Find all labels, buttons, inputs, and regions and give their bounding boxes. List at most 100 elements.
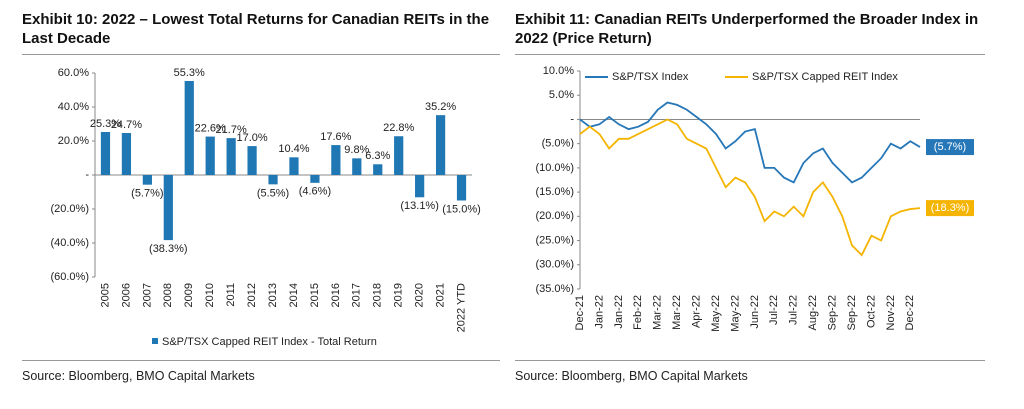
x-tick-label: Nov-22	[885, 295, 897, 330]
x-tick-label: Sep-22	[826, 295, 838, 330]
x-tick-label: 2017	[351, 283, 363, 307]
y-tick-label: 10.0%	[543, 65, 574, 77]
value-label: 55.3%	[174, 67, 205, 79]
value-label: 9.8%	[344, 144, 369, 156]
bar	[394, 136, 404, 175]
y-tick-label: 60.0%	[58, 67, 89, 79]
x-tick-label: Jan-22	[613, 295, 625, 329]
end-label: (18.3%)	[931, 202, 970, 214]
x-tick-label: 2013	[267, 283, 279, 307]
value-label: 22.6%	[195, 122, 226, 134]
x-tick-label: 2012	[246, 283, 258, 307]
value-label: (38.3%)	[149, 243, 188, 255]
legend-label: S&P/TSX Capped REIT Index - Total Return	[162, 336, 377, 348]
value-label: (5.7%)	[131, 188, 163, 200]
bar	[373, 164, 383, 175]
x-tick-label: 2008	[162, 283, 174, 307]
value-label: (13.1%)	[400, 200, 439, 212]
x-tick-label: Sep-22	[846, 295, 858, 330]
x-tick-label: 2014	[288, 283, 300, 307]
y-tick-label: (5.0%)	[542, 138, 574, 150]
bar	[289, 157, 299, 175]
chart: 10.0% 5.0% - (5.0%) (10.0%) (15.0%) (20.0%) (25…	[535, 65, 974, 332]
end-label-box	[926, 200, 974, 217]
y-tick-label: (20.0%)	[535, 210, 574, 222]
x-tick-label: 2021	[434, 283, 446, 307]
legend-swatch	[152, 338, 158, 344]
value-label: 21.7%	[216, 124, 247, 136]
bar	[163, 175, 173, 241]
x-tick-label: Feb-22	[632, 295, 644, 330]
value-label: 25.3%	[90, 118, 121, 130]
source: Source: Bloomberg, BMO Capital Markets	[515, 360, 985, 383]
x-tick-label: 2006	[120, 283, 132, 307]
x-tick-label: Jul-22	[788, 295, 800, 325]
bar	[121, 133, 132, 175]
x-tick-label: Aug-22	[807, 295, 819, 330]
end-label: (5.7%)	[934, 141, 966, 153]
y-tick-label: (60.0%)	[50, 271, 89, 283]
y-tick-label: 40.0%	[58, 101, 89, 113]
bar	[456, 175, 467, 201]
x-tick-label: 2018	[372, 283, 384, 307]
x-tick-label: Jan-22	[593, 295, 605, 329]
y-tick-label: 20.0%	[58, 135, 89, 147]
chart-title: Exhibit 11: Canadian REITs Underperforme…	[515, 0, 985, 55]
x-tick-label: 2019	[393, 283, 405, 307]
x-tick-label: May-22	[729, 295, 741, 332]
panel-right: Exhibit 11: Canadian REITs Underperforme…	[515, 0, 985, 383]
legend-label: S&P/TSX Index	[612, 71, 689, 83]
x-tick-label: 2009	[183, 283, 195, 307]
bar	[331, 145, 341, 175]
chart-title: Exhibit 10: 2022 – Lowest Total Returns …	[22, 0, 500, 55]
line	[579, 118, 921, 257]
value-label: (5.5%)	[257, 187, 289, 199]
x-tick-label: Dec-21	[574, 295, 586, 330]
x-tick-label: Jul-22	[768, 295, 780, 325]
y-tick-label: (25.0%)	[535, 234, 574, 246]
legend-label: S&P/TSX Capped REIT Index	[752, 71, 898, 83]
x-tick-label: Mar-22	[652, 295, 664, 330]
bar	[184, 80, 194, 175]
y-tick-label: (20.0%)	[50, 203, 89, 215]
bar	[268, 175, 278, 185]
x-tick-label: May-22	[710, 295, 722, 332]
x-tick-label: Apr-22	[690, 295, 702, 328]
x-tick-label: 2020	[414, 283, 426, 307]
bar	[352, 158, 362, 175]
value-label: 24.7%	[111, 119, 142, 131]
x-tick-label: 2005	[99, 283, 111, 307]
x-tick-label: Mar-22	[671, 295, 683, 330]
x-tick-label: 2015	[309, 283, 321, 307]
x-tick-label: 2010	[204, 283, 216, 307]
value-label: 35.2%	[425, 101, 456, 113]
bar	[310, 175, 320, 183]
y-tick-label: (30.0%)	[535, 259, 574, 271]
line	[579, 101, 921, 184]
panel-left: Exhibit 10: 2022 – Lowest Total Returns …	[22, 0, 500, 383]
end-label-box	[926, 139, 974, 156]
source: Source: Bloomberg, BMO Capital Markets	[22, 360, 500, 383]
x-tick-label: 2007	[141, 283, 153, 307]
y-tick-label: (35.0%)	[535, 283, 574, 295]
x-tick-label: 2016	[330, 283, 342, 307]
chart: 60.0% 40.0% 20.0% - (20.0%) (40.0%) (60.0%) 200…	[50, 67, 481, 348]
value-label: (4.6%)	[299, 186, 331, 198]
y-tick-label: (10.0%)	[535, 162, 574, 174]
bar	[415, 175, 425, 198]
y-tick-label: (40.0%)	[50, 237, 89, 249]
bar	[247, 146, 257, 175]
y-tick-label: (15.0%)	[535, 186, 574, 198]
value-label: 17.0%	[236, 132, 267, 144]
x-tick-label: Dec-22	[904, 295, 916, 330]
value-label: 6.3%	[365, 150, 390, 162]
x-tick-label: 2011	[225, 283, 237, 307]
value-label: (15.0%)	[442, 203, 481, 215]
value-label: 17.6%	[320, 131, 351, 143]
y-tick-label: 5.0%	[549, 89, 574, 101]
value-label: 22.8%	[383, 122, 414, 134]
bar	[142, 175, 152, 185]
bar	[435, 115, 446, 175]
x-tick-label: Jun-22	[749, 295, 761, 329]
